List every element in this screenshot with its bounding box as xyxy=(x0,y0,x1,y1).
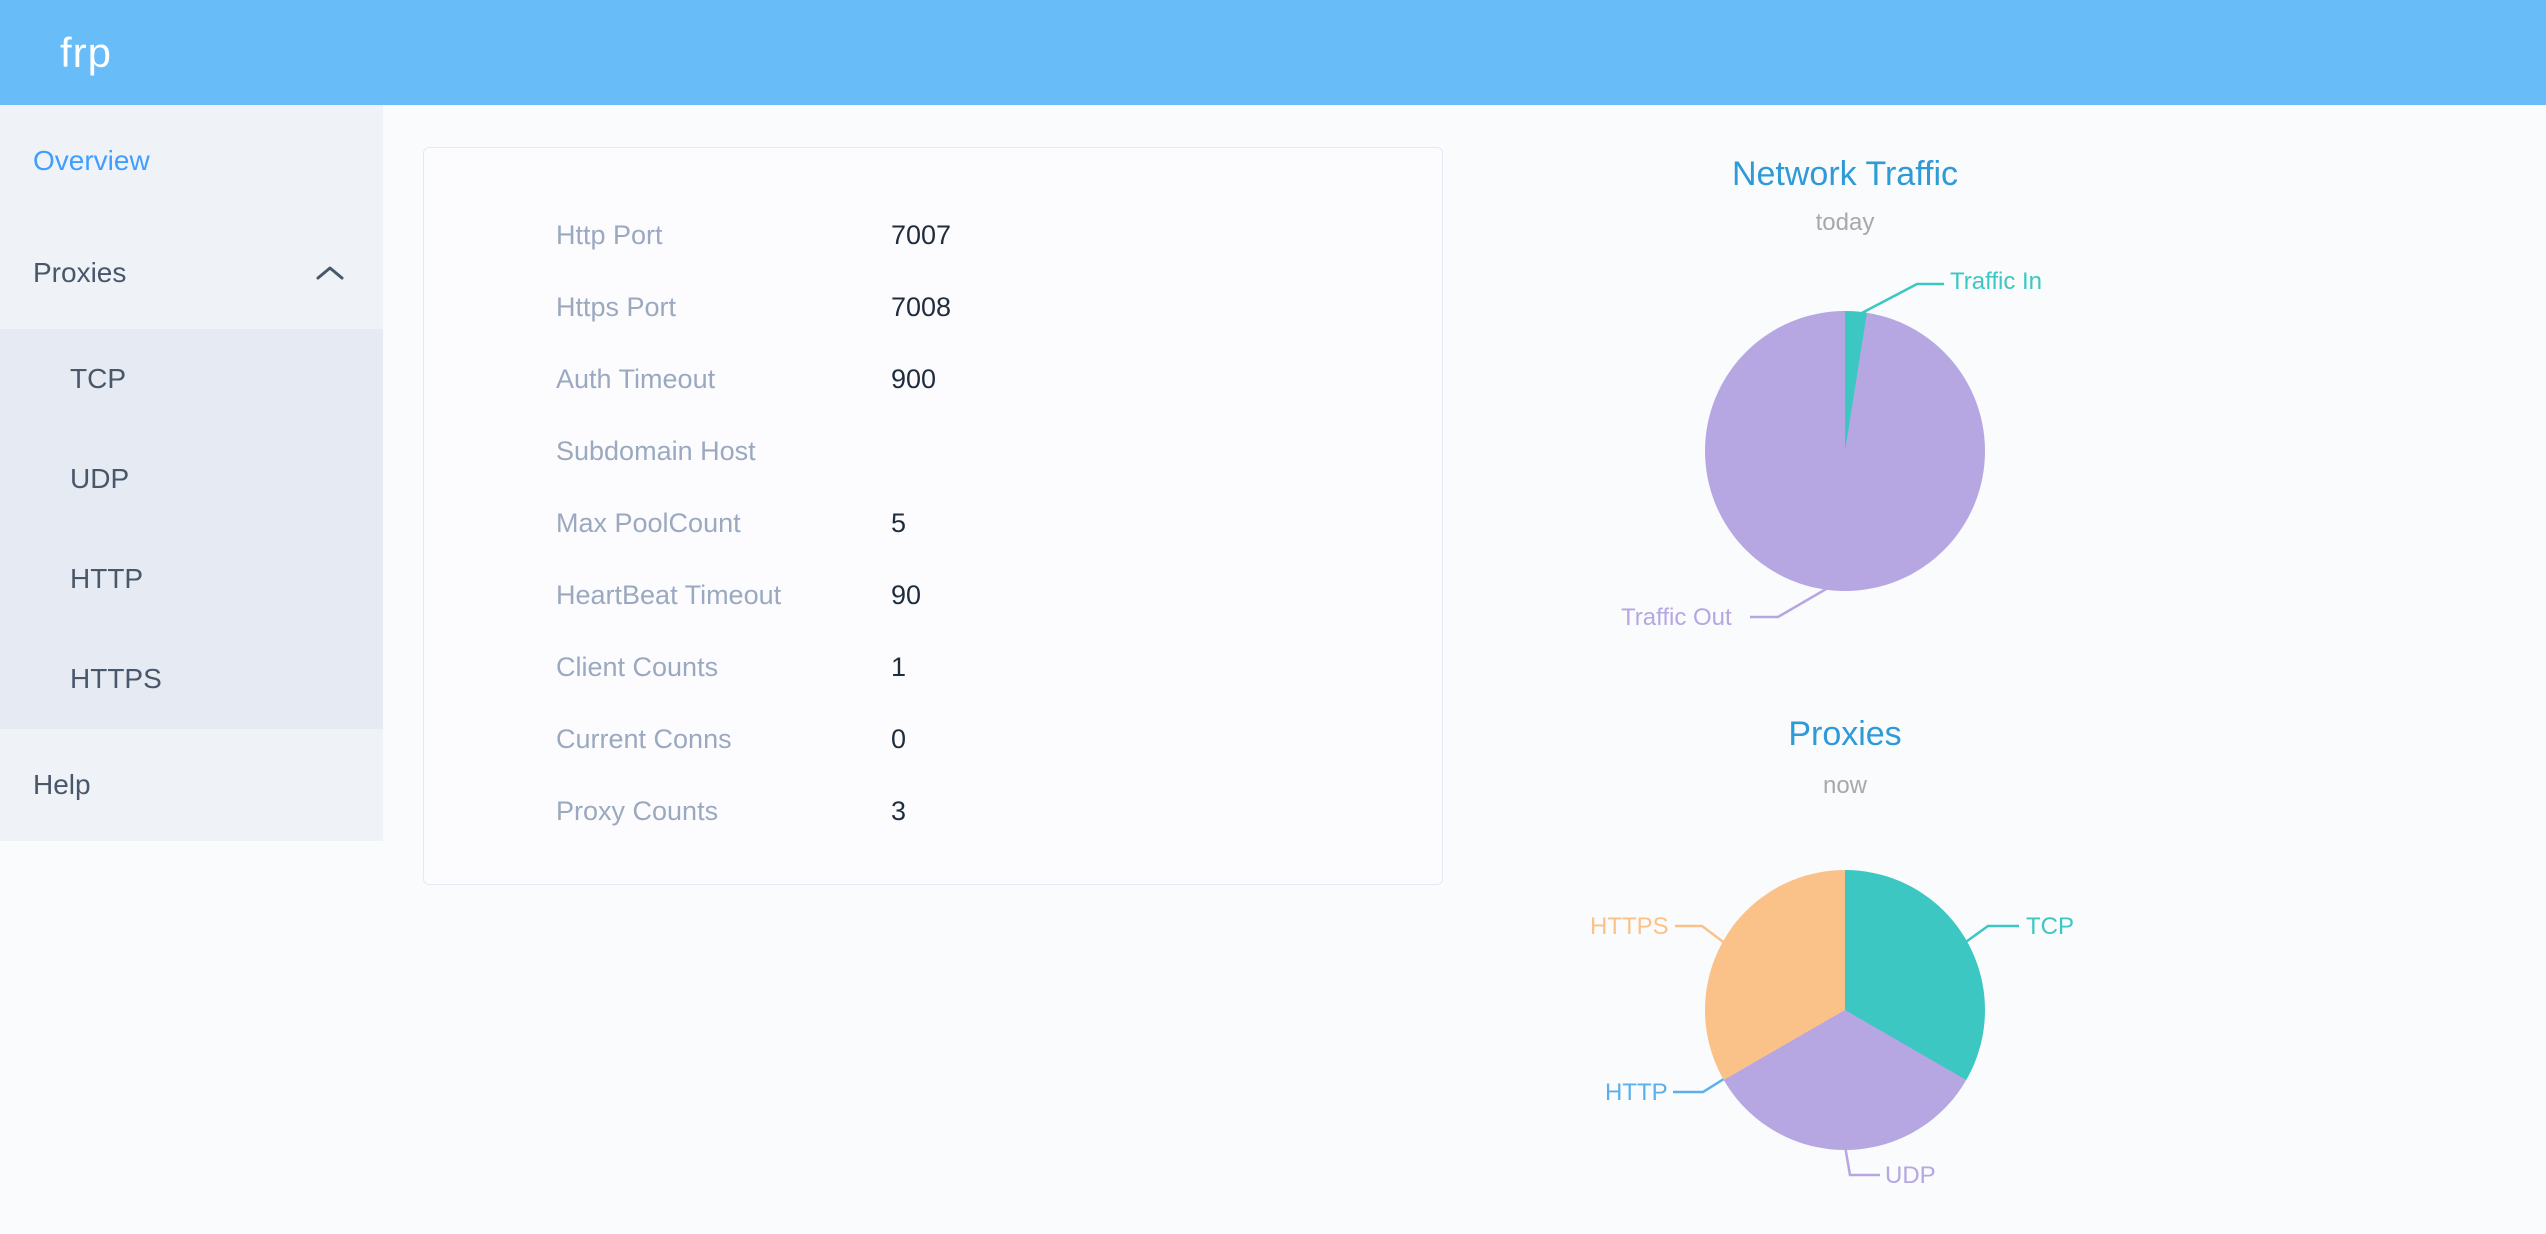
config-value: 7008 xyxy=(891,291,952,322)
sidebar-item-https-label: HTTPS xyxy=(70,663,162,694)
config-label: HeartBeat Timeout xyxy=(556,579,782,610)
config-row-auth-timeout: Auth Timeout 900 xyxy=(424,343,1442,415)
config-row-http-port: Http Port 7007 xyxy=(424,199,1442,271)
server-config-card: Http Port 7007 Https Port 7008 Auth Time… xyxy=(423,147,1443,885)
sidebar-item-proxies[interactable]: Proxies xyxy=(0,217,383,329)
callout-line-traffic-out xyxy=(1750,583,1834,619)
config-value: 1 xyxy=(891,651,907,682)
slice-label-traffic-in: Traffic In xyxy=(1950,268,2043,295)
sidebar-item-http-label: HTTP xyxy=(70,563,144,594)
proxies-pie-chart[interactable] xyxy=(1705,870,1985,1150)
sidebar-item-overview-label: Overview xyxy=(33,145,150,176)
config-label: Current Conns xyxy=(556,723,732,754)
config-label: Proxy Counts xyxy=(556,795,719,826)
slice-label-https: HTTPS xyxy=(1590,913,1669,940)
sidebar-item-udp[interactable]: UDP xyxy=(0,429,383,529)
sidebar-menu: Overview Proxies TCP UDP HTTP HT xyxy=(0,105,383,841)
config-label: Max PoolCount xyxy=(556,507,741,538)
sidebar-item-http[interactable]: HTTP xyxy=(0,529,383,629)
config-row-proxy-counts: Proxy Counts 3 xyxy=(424,775,1442,847)
callout-line-tcp xyxy=(1962,924,2019,946)
config-row-heartbeat-timeout: HeartBeat Timeout 90 xyxy=(424,559,1442,631)
config-label: Subdomain Host xyxy=(556,435,756,466)
sidebar-item-https[interactable]: HTTPS xyxy=(0,629,383,729)
config-row-https-port: Https Port 7008 xyxy=(424,271,1442,343)
config-label: Https Port xyxy=(556,291,677,322)
slice-label-udp: UDP xyxy=(1885,1162,1936,1189)
callout-line-http xyxy=(1673,1075,1728,1094)
config-label: Http Port xyxy=(556,219,663,250)
config-value: 0 xyxy=(891,723,907,754)
callout-line-traffic-in xyxy=(1857,282,1944,317)
config-row-client-counts: Client Counts 1 xyxy=(424,631,1442,703)
config-value: 90 xyxy=(891,579,922,610)
sidebar-item-proxies-label: Proxies xyxy=(33,257,127,288)
config-label: Auth Timeout xyxy=(556,363,716,394)
sidebar-item-help[interactable]: Help xyxy=(0,729,383,841)
callout-line-https xyxy=(1675,924,1727,945)
config-row-subdomain-host: Subdomain Host xyxy=(424,415,1442,487)
network-traffic-pie-chart[interactable] xyxy=(1705,311,1985,591)
app-logo: frp xyxy=(60,28,113,76)
network-traffic-chart-title: Network Traffic xyxy=(1731,155,1959,193)
slice-label-tcp: TCP xyxy=(2026,913,2074,940)
main-content: Http Port 7007 Https Port 7008 Auth Time… xyxy=(383,105,2546,1234)
slice-label-http: HTTP xyxy=(1605,1079,1668,1106)
callout-line-udp xyxy=(1843,1145,1880,1177)
sidebar-item-udp-label: UDP xyxy=(70,463,130,494)
proxies-chart-title: Proxies xyxy=(1788,715,1902,753)
network-traffic-chart-subtitle: today xyxy=(1815,209,1875,236)
sidebar: Overview Proxies TCP UDP HTTP HT xyxy=(0,105,383,1234)
proxies-chart-subtitle: now xyxy=(1822,772,1868,799)
slice-label-traffic-out: Traffic Out xyxy=(1621,604,1732,631)
proxies-submenu: TCP UDP HTTP HTTPS xyxy=(0,329,383,729)
sidebar-item-tcp-label: TCP xyxy=(70,363,126,394)
chevron-up-icon xyxy=(316,266,344,280)
sidebar-item-help-label: Help xyxy=(33,769,91,800)
sidebar-item-overview[interactable]: Overview xyxy=(0,105,383,217)
config-value: 7007 xyxy=(891,219,952,250)
config-value: 3 xyxy=(891,795,907,826)
config-row-current-conns: Current Conns 0 xyxy=(424,703,1442,775)
app-header: frp xyxy=(0,0,2546,105)
config-value: 5 xyxy=(891,507,907,538)
config-label: Client Counts xyxy=(556,651,719,682)
sidebar-item-tcp[interactable]: TCP xyxy=(0,329,383,429)
config-value: 900 xyxy=(891,363,937,394)
config-row-max-poolcount: Max PoolCount 5 xyxy=(424,487,1442,559)
